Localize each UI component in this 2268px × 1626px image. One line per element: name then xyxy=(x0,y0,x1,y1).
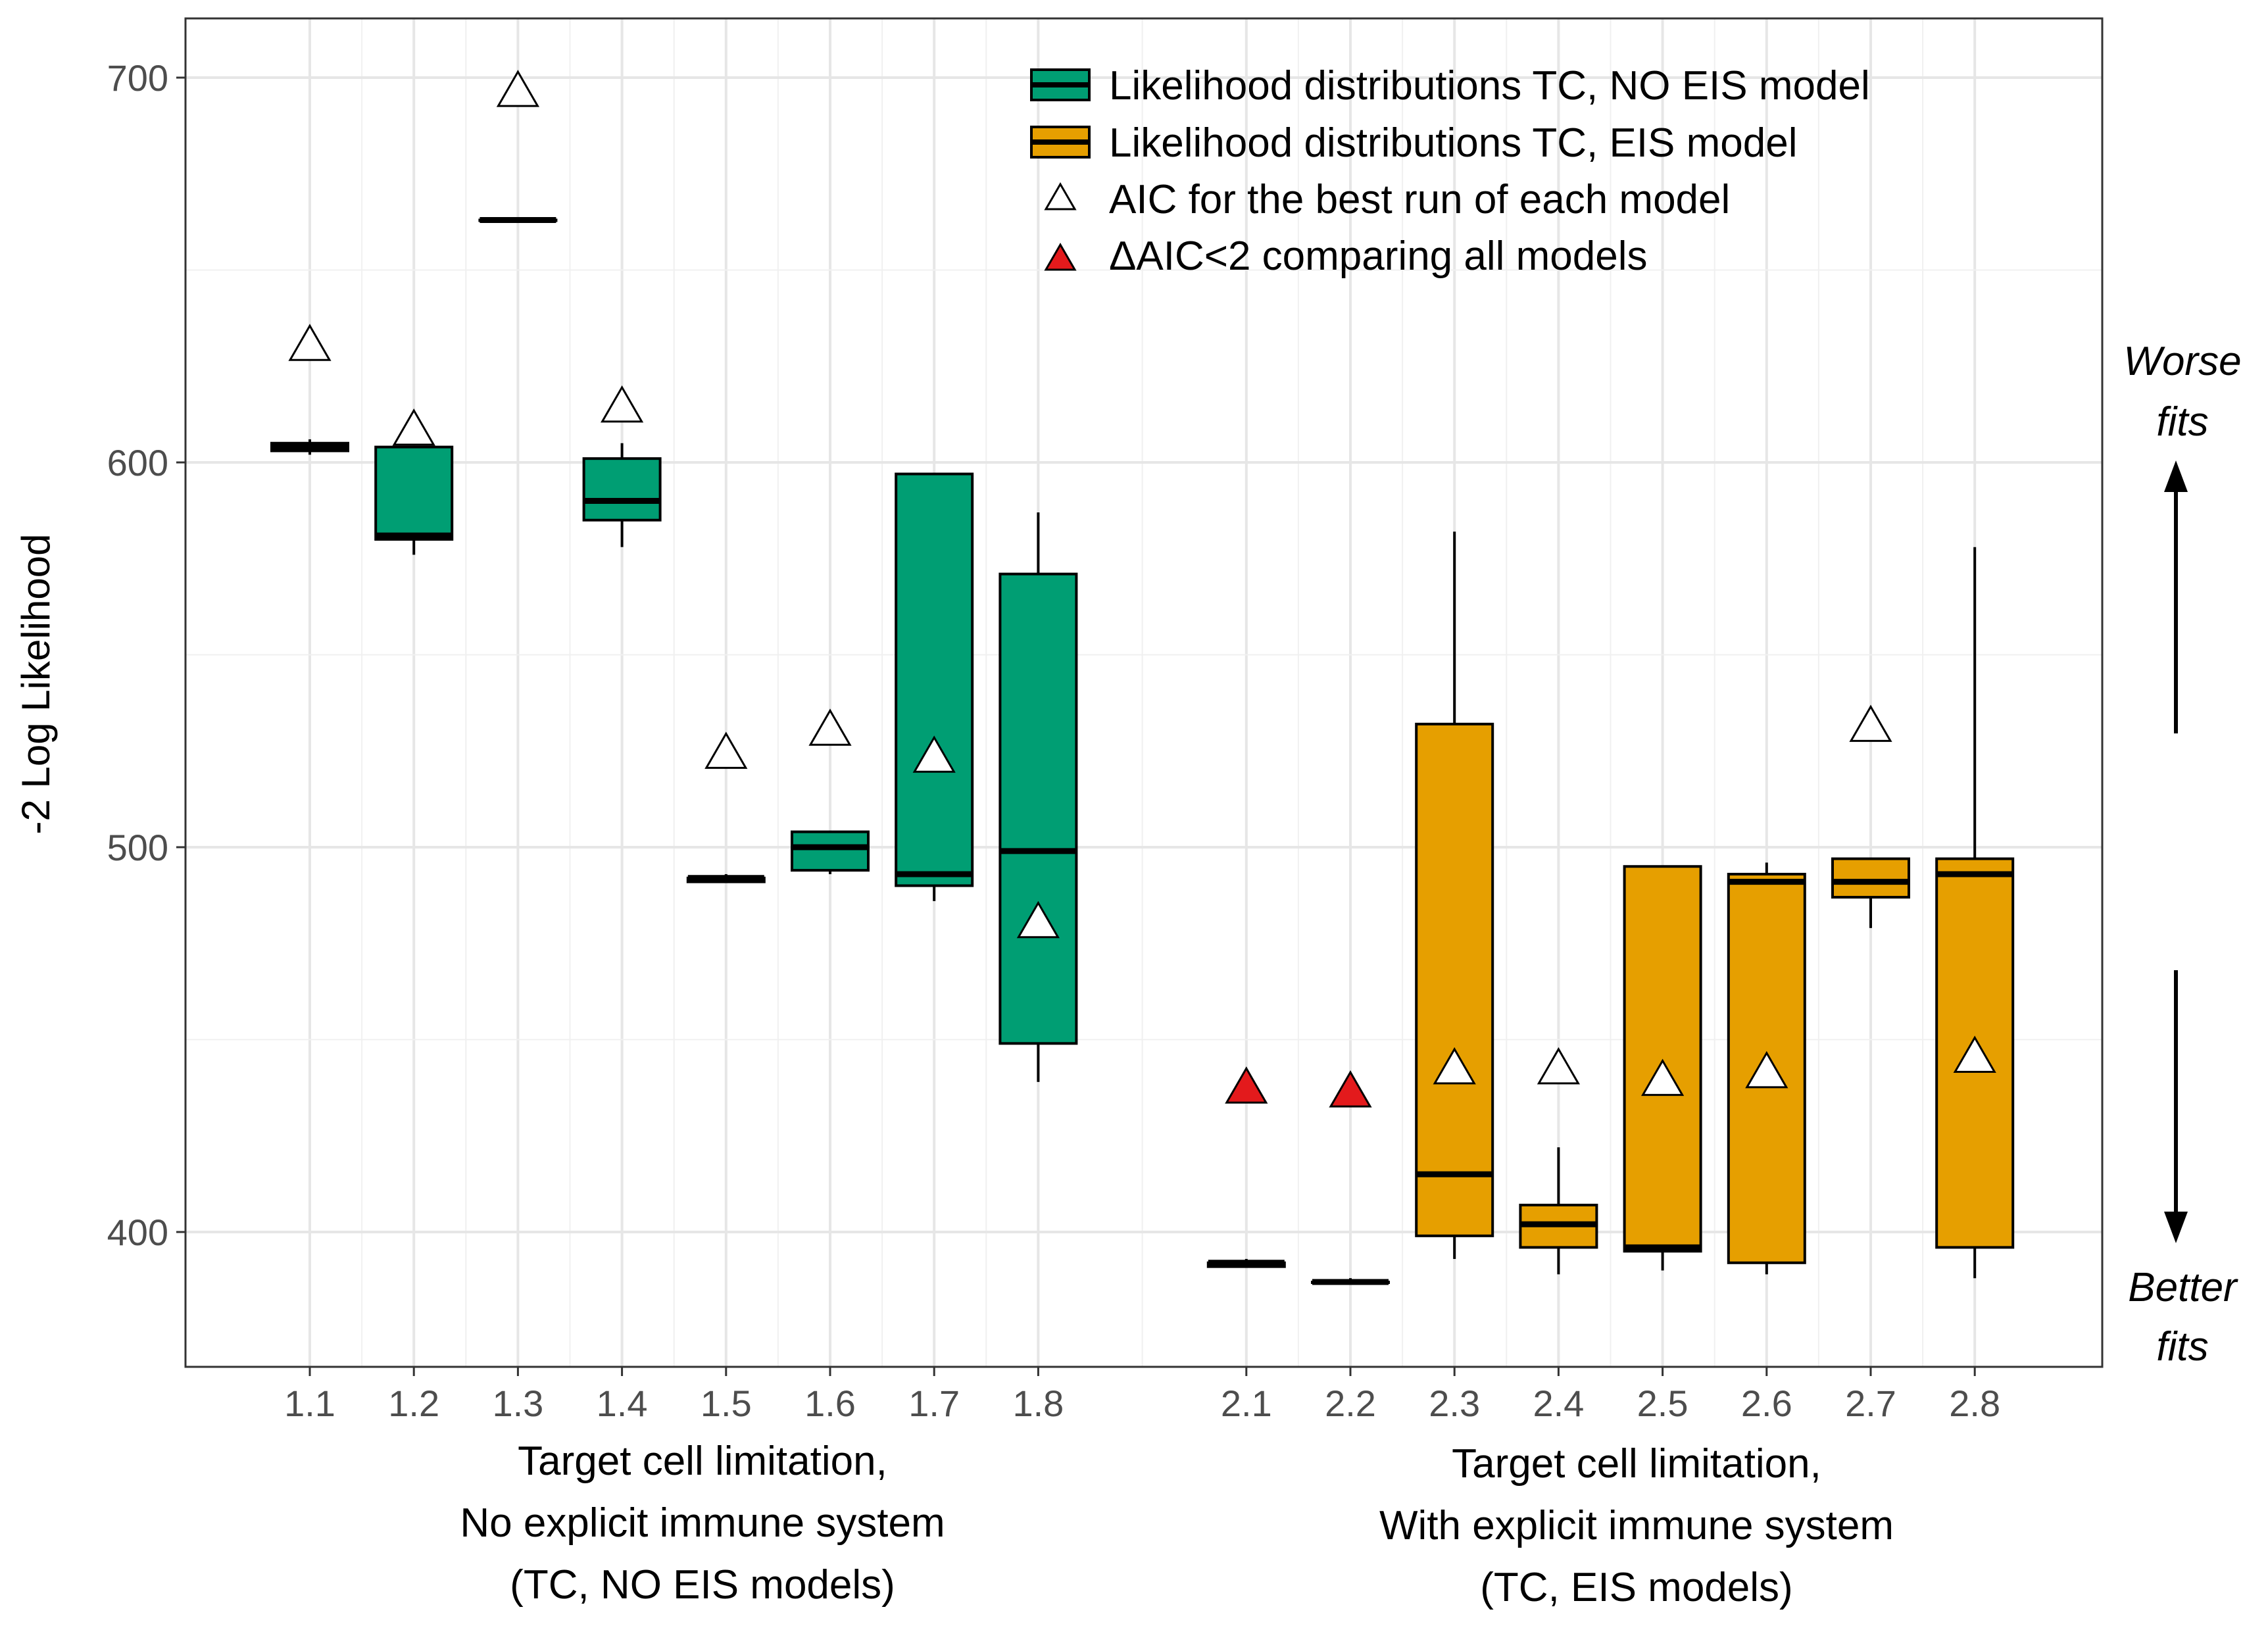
y-tick-label: 600 xyxy=(107,442,168,483)
x-tick-label: 2.5 xyxy=(1637,1383,1689,1424)
group-label-1-line-2: No explicit immune system xyxy=(460,1500,945,1546)
legend-label-eis: Likelihood distributions TC, EIS model xyxy=(1109,120,1798,166)
worse-fits-annotation: Worse fits xyxy=(2123,339,2242,733)
x-tick-label: 2.2 xyxy=(1325,1383,1376,1424)
legend-triangle-open-icon xyxy=(1044,182,1077,210)
y-axis-title: -2 Log Likelihood xyxy=(14,533,58,834)
aic-triangle-1.4 xyxy=(601,385,644,423)
x-tick-label: 2.8 xyxy=(1949,1383,2000,1424)
boxes xyxy=(270,216,2015,1285)
box-1.5 xyxy=(686,874,766,883)
group-label-1-line-3: (TC, NO EIS models) xyxy=(510,1562,895,1608)
group-label-2-line-1: Target cell limitation, xyxy=(1452,1441,1821,1487)
x-tick-label: 1.5 xyxy=(701,1383,752,1424)
x-tick-label: 2.1 xyxy=(1221,1383,1272,1424)
aic-triangle-2.7 xyxy=(1849,704,1892,742)
legend-label-no-eis: Likelihood distributions TC, NO EIS mode… xyxy=(1109,63,1870,109)
aic-markers xyxy=(288,70,1996,1108)
x-tick-label: 1.8 xyxy=(1012,1383,1064,1424)
down-arrow-icon xyxy=(2164,1212,2188,1243)
aic-triangle-2.5 xyxy=(1641,1058,1685,1096)
y-tick-label: 700 xyxy=(107,57,168,99)
aic-triangle-1.2 xyxy=(392,408,435,446)
group-label-2-line-3: (TC, EIS models) xyxy=(1480,1565,1792,1610)
better-fits-line-1: Better xyxy=(2128,1265,2238,1310)
x-tick-label: 1.1 xyxy=(284,1383,335,1424)
aic-triangle-1.8 xyxy=(1016,900,1060,939)
x-tick-label: 1.6 xyxy=(804,1383,856,1424)
y-tick-label: 500 xyxy=(107,827,168,868)
group-label-2-line-2: With explicit immune system xyxy=(1379,1503,1894,1548)
x-tick-label: 1.2 xyxy=(388,1383,439,1424)
x-tick-label: 1.4 xyxy=(597,1383,648,1424)
legend-label-delta-aic: ΔAIC<2 comparing all models xyxy=(1109,234,1648,279)
x-tick-label: 1.7 xyxy=(908,1383,960,1424)
plot-panel-border xyxy=(184,17,2104,1368)
legend-triangle-red-icon xyxy=(1044,243,1077,271)
legend-label-aic: AIC for the best run of each model xyxy=(1109,177,1730,222)
aic-triangle-1.7 xyxy=(912,735,956,773)
box-body xyxy=(895,472,974,887)
box-1.8 xyxy=(998,512,1078,1082)
group-label-2: Target cell limitation, With explicit im… xyxy=(1379,1441,1894,1610)
legend-item-aic: AIC for the best run of each model xyxy=(1044,177,1730,222)
up-arrow-icon xyxy=(2164,460,2188,492)
x-tick-label: 2.3 xyxy=(1429,1383,1480,1424)
box-2.2 xyxy=(1311,1278,1390,1285)
worse-fits-line-2: fits xyxy=(2156,399,2208,445)
aic-triangle-2.6 xyxy=(1745,1050,1788,1089)
box-1.1 xyxy=(270,439,349,455)
box-2.3 xyxy=(1415,531,1494,1259)
aic-triangle-1.3 xyxy=(496,70,539,107)
box-1.4 xyxy=(582,443,662,547)
box-body xyxy=(791,830,870,872)
aic-triangle-1.6 xyxy=(808,708,852,746)
box-2.7 xyxy=(1831,857,1910,928)
aic-triangle-2.4 xyxy=(1537,1047,1580,1085)
x-tick-label: 2.4 xyxy=(1533,1383,1584,1424)
box-body xyxy=(998,572,1078,1045)
group-label-1: Target cell limitation, No explicit immu… xyxy=(460,1439,945,1608)
box-2.4 xyxy=(1519,1147,1598,1275)
box-body xyxy=(1935,857,2015,1249)
aic-triangle-2.1 xyxy=(1225,1066,1268,1104)
box-1.2 xyxy=(374,445,454,555)
box-2.1 xyxy=(1206,1258,1286,1268)
aic-triangle-1.1 xyxy=(288,324,332,361)
box-body xyxy=(1831,857,1910,899)
legend: Likelihood distributions TC, NO EIS mode… xyxy=(1030,63,1870,279)
axes: 400 500 600 700 1.1 1.2 1.3 1.4 1.5 1.6 1.7 1.8 2.1 2… xyxy=(107,57,2001,1424)
worse-fits-line-1: Worse xyxy=(2123,339,2241,384)
box-1.6 xyxy=(791,830,870,874)
aic-triangle-1.5 xyxy=(704,731,748,769)
better-fits-line-2: fits xyxy=(2156,1324,2208,1369)
x-tick-label: 1.3 xyxy=(492,1383,543,1424)
aic-triangle-2.2 xyxy=(1329,1070,1372,1108)
legend-item-eis: Likelihood distributions TC, EIS model xyxy=(1030,120,1798,166)
group-label-1-line-1: Target cell limitation, xyxy=(518,1439,887,1484)
box-body xyxy=(582,457,662,522)
legend-item-delta-aic: ΔAIC<2 comparing all models xyxy=(1044,234,1648,279)
x-tick-label: 2.7 xyxy=(1845,1383,1896,1424)
aic-triangle-2.8 xyxy=(1953,1035,1996,1073)
box-1.7 xyxy=(895,472,974,901)
box-body xyxy=(374,445,454,541)
x-tick-label: 2.6 xyxy=(1741,1383,1792,1424)
aic-triangle-2.3 xyxy=(1433,1047,1476,1085)
legend-item-no-eis: Likelihood distributions TC, NO EIS mode… xyxy=(1030,63,1870,109)
better-fits-annotation: Better fits xyxy=(2128,970,2238,1369)
box-2.8 xyxy=(1935,547,2015,1279)
y-tick-label: 400 xyxy=(107,1212,168,1253)
box-body xyxy=(1415,722,1494,1237)
